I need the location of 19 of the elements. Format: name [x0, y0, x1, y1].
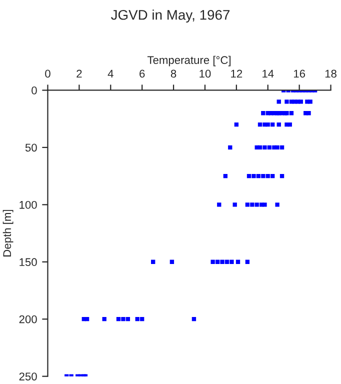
- x-tick-label: 10: [200, 70, 211, 78]
- x-tick-label: 12: [231, 70, 242, 78]
- y-tick-label: 50: [25, 144, 37, 152]
- chart-title: JGVD in May, 1967: [111, 10, 230, 23]
- x-axis-title: Temperature [°C]: [147, 56, 231, 66]
- x-tick-label: 18: [325, 70, 336, 78]
- x-tick-label: 0: [45, 70, 50, 78]
- y-tick-label: 150: [20, 258, 37, 266]
- y-tick-label: 0: [32, 86, 37, 94]
- x-tick-label: 14: [262, 70, 274, 78]
- y-axis-title: Depth [m]: [2, 210, 14, 256]
- x-tick-label: 4: [108, 70, 114, 78]
- y-tick-label: 100: [20, 200, 37, 209]
- x-tick-label: 2: [76, 70, 82, 78]
- y-tick-label: 200: [19, 315, 37, 324]
- y-tick-label: 250: [19, 372, 37, 380]
- x-tick-label: 16: [294, 70, 306, 78]
- x-tick-label: 8: [170, 70, 176, 78]
- x-tick-label: 6: [140, 70, 145, 78]
